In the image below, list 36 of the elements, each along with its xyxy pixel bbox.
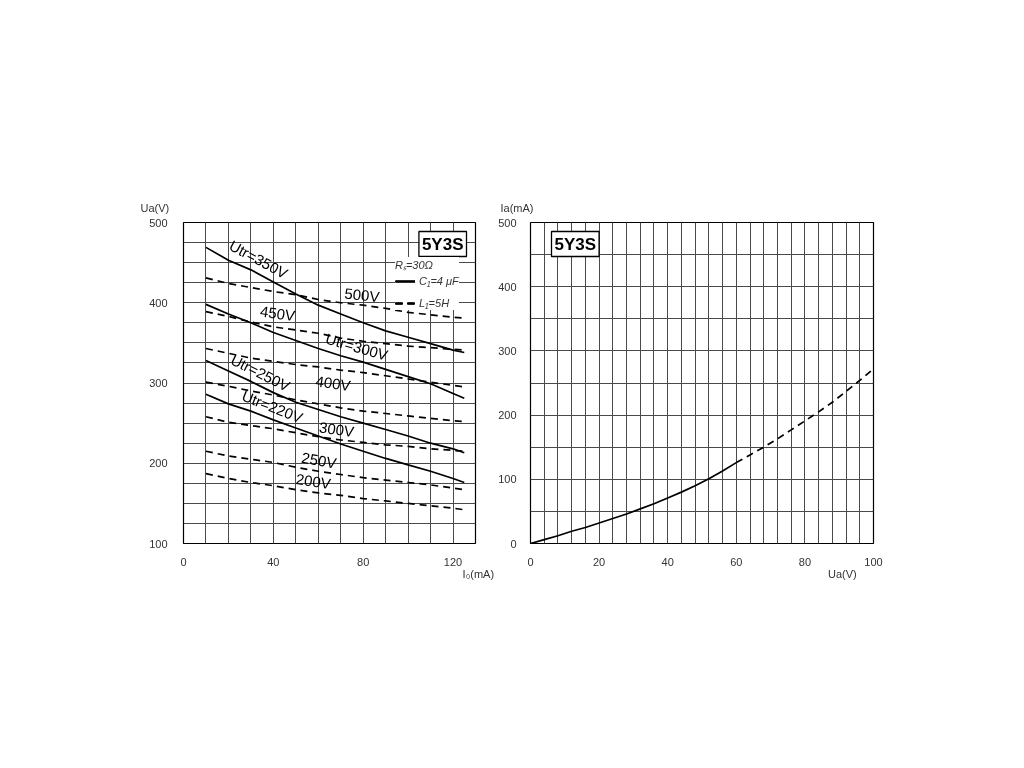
x-tick-label: 40 [267,555,280,568]
y-tick-label: 400 [498,280,517,293]
x-tick-label: 80 [798,555,812,568]
text: 400V [314,372,352,395]
x-tick-label: 100 [864,555,883,568]
text: 5Y3S [421,234,464,254]
x-tick-label: 80 [357,555,370,568]
annotation: L₁=5H [419,296,450,310]
y-tick-label: 300 [498,344,517,357]
y-tick-label: 100 [498,473,517,486]
y-tick-label: 200 [149,457,168,470]
y-tick-label: 0 [510,537,517,550]
x-tick-label: 20 [592,555,606,568]
x-axis-title: I₀(mA) [462,567,495,580]
text: 250V [300,448,338,472]
y-tick-label: 400 [149,296,168,309]
x-tick-label: 120 [443,555,463,568]
y-axis-title: Ia(mA) [500,202,534,214]
legend-title: Rₛ=30Ω [395,258,434,272]
text: 300V [317,418,356,441]
y-tick-label: 500 [149,216,168,229]
y-tick-label: 500 [498,216,517,229]
text: 5Y3S [554,234,597,254]
y-axis-title: Ua(V) [140,202,170,214]
y-tick-label: 200 [498,409,517,422]
legend-label: 500V [343,284,381,306]
x-tick-label: 40 [661,555,674,568]
text: 200V [294,470,332,493]
y-tick-label: 100 [149,537,168,550]
text: 450V [259,302,297,325]
x-axis-title: Ua(V) [827,567,857,580]
x-tick-label: 60 [730,555,743,568]
y-tick-label: 300 [149,377,168,389]
x-tick-label: 0 [527,555,534,568]
x-tick-label: 0 [180,555,187,568]
annotation: C₁=4 μF [419,274,459,288]
